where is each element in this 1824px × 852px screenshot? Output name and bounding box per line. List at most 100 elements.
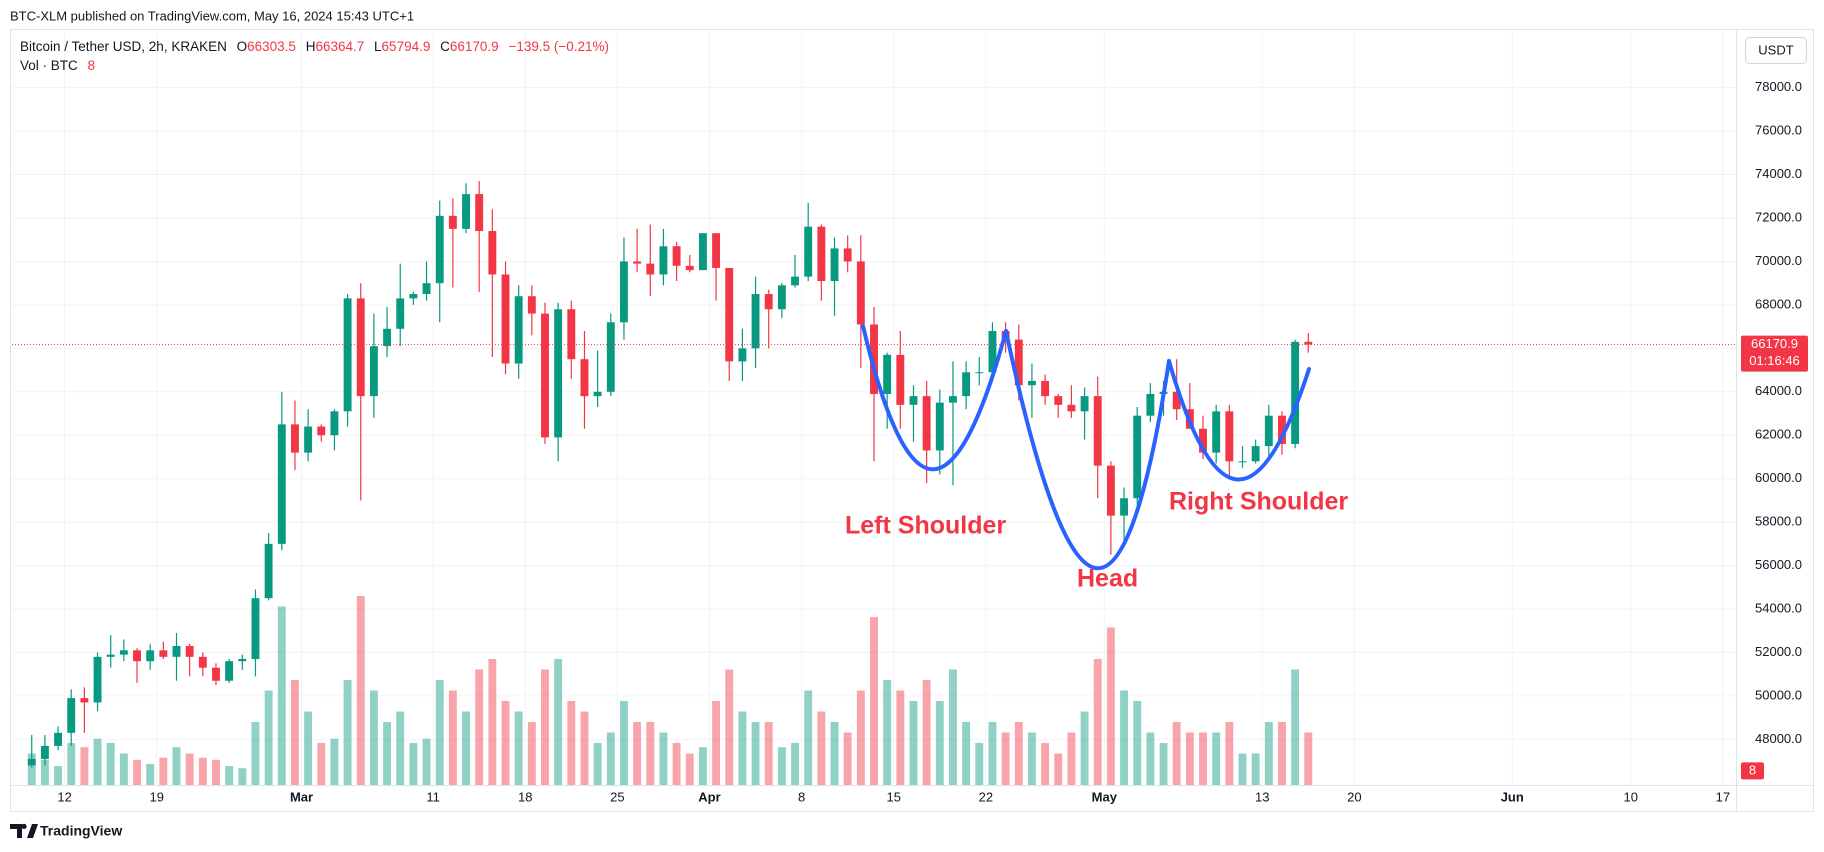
volume-bar [646,722,655,785]
volume-bar [593,743,602,785]
candle-body [764,294,773,310]
candle-body [448,215,457,229]
volume-bar [133,759,141,785]
candle-body [435,215,444,284]
volume-bar [67,743,76,785]
candle-body [856,261,865,325]
volume-bar [1264,722,1273,785]
volume-bar [225,766,234,785]
x-tick-label: 10 [1623,789,1637,804]
volume-bar [1146,732,1155,785]
ohlc-legend: Bitcoin / Tether USD, 2h, KRAKEN O66303.… [20,39,609,54]
candle-body [1251,446,1260,462]
volume-bar [1067,732,1076,785]
volume-bar [554,659,563,785]
volume-bar [488,659,497,785]
volume-bar [317,743,326,785]
candle-body [356,298,365,397]
volume-bar [527,722,536,785]
candle-body [1264,415,1273,447]
volume-bar [369,690,378,785]
logo-icon [10,823,38,838]
candle-body [1133,415,1142,499]
volume-bar [356,596,365,785]
volume-bar [764,722,773,785]
x-tick-label: Jun [1501,789,1524,804]
volume-bar [883,680,892,785]
volume-title: Vol · BTC [20,58,78,73]
candle-body [1304,341,1313,345]
y-tick-label: 62000.0 [1755,427,1802,442]
currency-button-label[interactable]: USDT [1758,42,1793,57]
volume-bar [1278,722,1286,785]
volume-bar [1014,722,1023,785]
candle-body [1014,339,1023,386]
volume-label: 8 [1749,762,1756,777]
volume-bar [1172,722,1181,785]
volume-bar [172,747,181,785]
volume-bar [290,680,299,785]
annotation: Head [1077,565,1138,593]
volume-bar [383,722,392,785]
x-tick-label: 17 [1716,789,1730,804]
volume-bar [185,753,194,785]
candle-body [146,650,155,662]
candle-body [606,322,615,392]
candle-body [80,698,89,703]
right-shoulder-curve [1167,359,1311,482]
legend-change-pct: (−0.21%) [554,39,609,54]
volume-value: 8 [88,58,96,73]
volume-bar [1001,732,1010,785]
candle-body [949,396,957,403]
candle-body [817,226,826,281]
currency-button[interactable]: USDT [1745,37,1807,64]
candle-body [238,659,247,662]
volume-layer [27,596,1313,785]
volume-bar [462,711,470,785]
volume-bar [146,764,155,785]
volume-bar [659,732,668,785]
candle-body [1067,404,1076,412]
volume-bar [238,768,247,785]
candle-body [791,276,799,286]
candle-body [119,650,128,655]
volume-bar [580,711,589,785]
volume-bar [922,680,931,785]
volume-bar [212,759,220,785]
candle-body [843,248,852,262]
candle-body [922,396,931,451]
candle-body [685,265,694,271]
candle-body [514,296,523,364]
volume-bar [1093,659,1102,785]
candle-body [40,745,49,759]
volume-bar [343,680,352,785]
x-tick-label: Mar [290,789,313,804]
volume-bar [935,701,944,785]
candle-body [54,732,63,746]
volume-bar [1238,753,1247,785]
candle-body [212,667,220,681]
candle-body [975,372,984,374]
currency-button-box[interactable] [1745,37,1807,64]
candle-body [67,698,76,733]
volume-bar [567,701,576,785]
candle-body [330,411,339,436]
volume-bar [830,722,839,785]
candle-body [198,656,207,668]
candle-body [185,645,194,657]
volume-bar [1291,669,1300,785]
candle-body [633,261,642,264]
volume-bar [264,690,273,785]
candle-body [725,267,734,362]
y-tick-label: 50000.0 [1755,687,1802,702]
volume-bar [804,690,813,785]
volume-bar [251,722,260,785]
pattern-drawing: Left Shoulder Head Right Shoulder [845,324,1348,593]
volume-bar [988,722,997,785]
chart-frame [10,29,1814,812]
axes: 48000.0 50000.0 52000.0 54000.0 56000.0 58000… [57,79,1808,804]
volume-bar [1251,753,1260,785]
volume-bar [1159,743,1168,785]
volume-bar [975,743,984,785]
